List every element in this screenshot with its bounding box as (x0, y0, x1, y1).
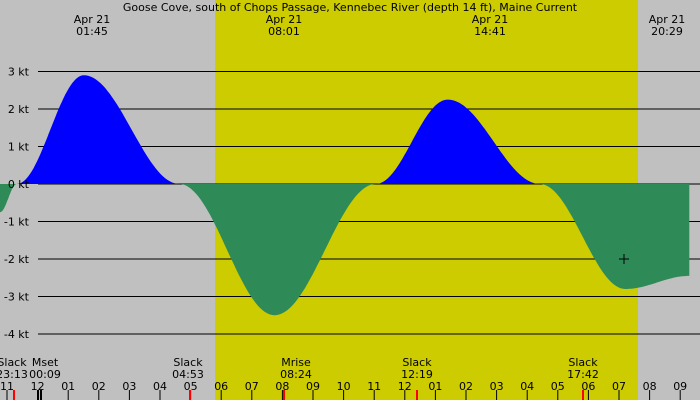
x-tick-label: 08 (643, 380, 657, 393)
event-name-label: Slack (173, 356, 203, 369)
y-tick-label: -2 kt (4, 253, 30, 266)
peak-time-label: 20:29 (651, 25, 683, 38)
event-name-label: Mrise (281, 356, 311, 369)
peak-date-label: Apr 21 (649, 13, 686, 26)
x-tick-label: 03 (122, 380, 136, 393)
event-time-label: 08:24 (280, 368, 312, 381)
x-tick-label: 12 (398, 380, 412, 393)
y-tick-label: 1 kt (8, 141, 30, 154)
ebb-area (0, 184, 17, 213)
event-time-label: 17:42 (567, 368, 599, 381)
y-tick-label: -1 kt (4, 216, 30, 229)
event-time-label: 00:09 (29, 368, 61, 381)
y-tick-label: -3 kt (4, 291, 30, 304)
peak-date-label: Apr 21 (74, 13, 111, 26)
peak-date-label: Apr 21 (266, 13, 303, 26)
ebb-area (542, 184, 690, 289)
chart-title: Goose Cove, south of Chops Passage, Kenn… (123, 1, 578, 14)
event-labels: Slack23:13Mset00:09Slack04:53Mrise08:24S… (0, 356, 599, 381)
y-tick-label: 2 kt (8, 103, 30, 116)
flood-area (375, 99, 542, 184)
current-areas (0, 75, 690, 316)
ebb-area (181, 184, 376, 316)
event-name-label: Slack (402, 356, 432, 369)
x-tick-label: 04 (520, 380, 534, 393)
y-tick-label: 0 kt (8, 178, 30, 191)
x-tick-label: 09 (306, 380, 320, 393)
x-tick-label: 10 (337, 380, 351, 393)
event-time-label: 04:53 (172, 368, 204, 381)
x-tick-label: 01 (428, 380, 442, 393)
x-tick-label: 08 (275, 380, 289, 393)
event-name-label: Slack (568, 356, 598, 369)
flood-area (16, 75, 182, 184)
peak-date-label: Apr 21 (472, 13, 509, 26)
x-tick-label: 01 (61, 380, 75, 393)
peak-time-label: 01:45 (76, 25, 108, 38)
current-time-marker (619, 254, 629, 264)
x-tick-label: 07 (612, 380, 626, 393)
peak-time-label: 14:41 (474, 25, 506, 38)
x-tick-label: 12 (31, 380, 45, 393)
x-tick-label: 04 (153, 380, 167, 393)
x-tick-label: 03 (490, 380, 504, 393)
x-tick-label: 02 (92, 380, 106, 393)
peak-time-label: 08:01 (268, 25, 300, 38)
x-tick-label: 06 (581, 380, 595, 393)
y-tick-label: -4 kt (4, 328, 30, 341)
y-axis-labels: 3 kt 2 kt 1 kt 0 kt -1 kt -2 kt -3 kt -4 kt (4, 66, 30, 342)
x-tick-label: 09 (673, 380, 687, 393)
y-tick-label: 3 kt (8, 66, 30, 79)
event-time-label: 23:13 (0, 368, 28, 381)
event-name-label: Mset (32, 356, 59, 369)
x-tick-label: 06 (214, 380, 228, 393)
x-tick-label: 05 (551, 380, 565, 393)
x-tick-label: 11 (0, 380, 14, 393)
event-name-label: Slack (0, 356, 27, 369)
x-tick-label: 07 (245, 380, 259, 393)
x-tick-label: 11 (367, 380, 381, 393)
x-tick-label: 02 (459, 380, 473, 393)
event-time-label: 12:19 (401, 368, 433, 381)
x-tick-label: 05 (184, 380, 198, 393)
x-axis: 11 12 01 02 03 04 05 06 07 08 09 10 11 12 01 02 03 04 05 06… (0, 380, 687, 400)
